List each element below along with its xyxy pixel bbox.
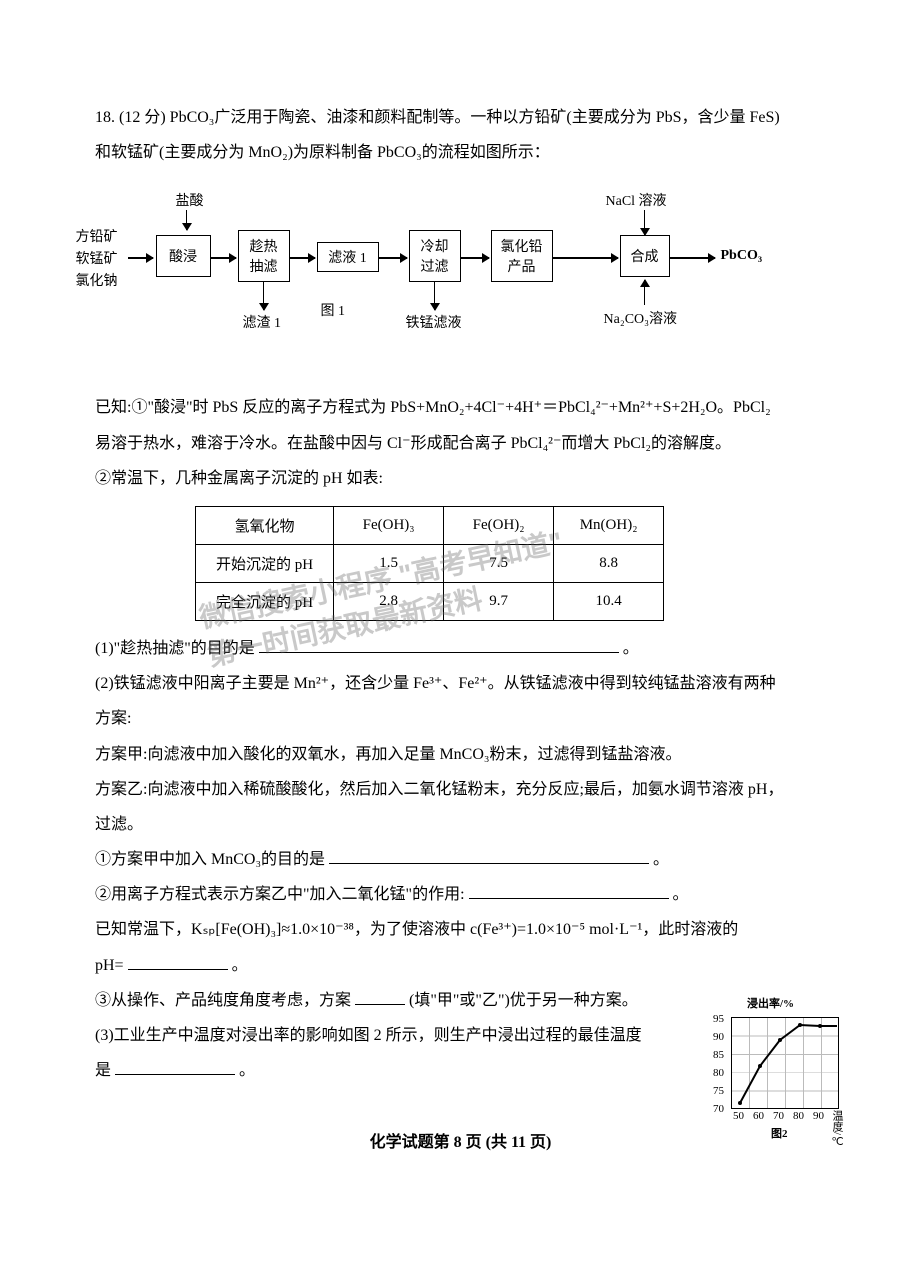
intro-1: PbCO₃广泛用于陶瓷、油漆和颜料配制等。一种以方铅矿(主要成分为 PbS，含少… (170, 109, 780, 126)
ytick: 80 (713, 1067, 724, 1079)
table-cell: 开始沉淀的 pH (196, 544, 334, 582)
known-3: ②常温下，几种金属离子沉淀的 pH 如表: (95, 461, 826, 496)
arrow (263, 282, 265, 310)
xtick: 70 (773, 1110, 784, 1122)
table-header-0: 氢氧化物 (196, 506, 334, 544)
table-header-3: Mn(OH)₂ (554, 506, 664, 544)
arrow (211, 257, 236, 259)
flow-top1: 盐酸 (176, 190, 204, 210)
plan-b2: 过滤。 (95, 807, 826, 842)
blank (329, 848, 649, 864)
flow-box2-labela: 趁热 (250, 236, 278, 256)
blank (355, 989, 405, 1005)
arrow (644, 210, 646, 235)
q2-3a: 已知常温下，Kₛₚ[Fe(OH)₃]≈1.0×10⁻³⁸，为了使溶液中 c(Fe… (95, 912, 826, 947)
q2-4: ③从操作、产品纯度角度考虑，方案 (95, 992, 351, 1009)
ytick: 95 (713, 1013, 724, 1025)
q2-3-end: 。 (232, 957, 248, 974)
ytick: 70 (713, 1103, 724, 1115)
flow-output: PbCO₃ (721, 248, 763, 264)
q2-3b: pH= (95, 957, 124, 974)
ytick: 75 (713, 1085, 724, 1097)
q2-2: ②用离子方程式表示方案乙中"加入二氧化锰"的作用: (95, 886, 465, 903)
flow-bottom1: Na₂CO₃溶液 (604, 308, 678, 328)
blank (115, 1059, 235, 1075)
flow-box4-labelb: 过滤 (421, 256, 449, 276)
table-header-1: Fe(OH)₃ (334, 506, 444, 544)
arrow (644, 280, 646, 305)
flow-box-5: 氯化铅 产品 (491, 230, 553, 282)
blank (128, 954, 228, 970)
flow-input-1: 方铅矿 (76, 226, 118, 246)
known-1: 已知:①"酸浸"时 PbS 反应的离子方程式为 PbS+MnO₂+4Cl⁻+4H… (95, 390, 826, 425)
flowchart: 方铅矿 软锰矿 氯化钠 盐酸 酸浸 趁热 抽滤 滤渣 1 图 1 滤液 1 冷却… (96, 190, 826, 360)
xtick: 60 (753, 1110, 764, 1122)
xtick: 80 (793, 1110, 804, 1122)
flow-box-6: 合成 (620, 235, 670, 277)
ytick: 90 (713, 1031, 724, 1043)
q2-1: ①方案甲中加入 MnCO₃的目的是 (95, 851, 325, 868)
table-cell: 1.5 (334, 544, 444, 582)
flow-box-4: 冷却 过滤 (409, 230, 461, 282)
arrow (290, 257, 315, 259)
xtick: 50 (733, 1110, 744, 1122)
flow-input-3: 氯化钠 (76, 270, 118, 290)
q3b: 是 (95, 1062, 111, 1079)
arrow (461, 257, 489, 259)
flow-box2-labelb: 抽滤 (250, 256, 278, 276)
q2: (2)铁锰滤液中阳离子主要是 Mn²⁺，还含少量 Fe³⁺、Fe²⁺。从铁锰滤液… (95, 666, 826, 701)
flow-box6-label: 合成 (631, 246, 659, 266)
table-cell: 9.7 (444, 582, 554, 620)
ph-table: 氢氧化物 Fe(OH)₃ Fe(OH)₂ Mn(OH)₂ 开始沉淀的 pH 1.… (195, 506, 664, 621)
chart-grid (731, 1017, 839, 1109)
arrow (186, 210, 188, 230)
figure1-label: 图 1 (321, 300, 346, 320)
table-cell: 完全沉淀的 pH (196, 582, 334, 620)
table-cell: 2.8 (334, 582, 444, 620)
flow-top2: NaCl 溶液 (606, 190, 667, 210)
table-cell: 10.4 (554, 582, 664, 620)
table-header-2: Fe(OH)₂ (444, 506, 554, 544)
q2-2-end: 。 (673, 886, 689, 903)
flow-box1-label: 酸浸 (169, 246, 197, 266)
flow-box5-labelb: 产品 (508, 256, 536, 276)
plan-a: 方案甲:向滤液中加入酸化的双氧水，再加入足量 MnCO₃粉末，过滤得到锰盐溶液。 (95, 737, 826, 772)
flow-down2: 铁锰滤液 (406, 312, 462, 332)
flow-box-1: 酸浸 (156, 235, 211, 277)
arrow (670, 257, 715, 259)
q3-end: 。 (239, 1062, 255, 1079)
arrow (128, 257, 153, 259)
q1-end: 。 (623, 640, 639, 657)
arrow (379, 257, 407, 259)
question-marks: (12 分) (119, 109, 166, 126)
q2-4b: (填"甲"或"乙")优于另一种方案。 (409, 992, 638, 1009)
question-number: 18. (95, 109, 115, 126)
q2b: 方案: (95, 701, 826, 736)
arrow (434, 282, 436, 310)
q1: (1)"趁热抽滤"的目的是 (95, 640, 255, 657)
table-cell: 8.8 (554, 544, 664, 582)
flow-box-2: 趁热 抽滤 (238, 230, 290, 282)
flow-box4-labela: 冷却 (421, 236, 449, 256)
chart-xlabel: 温度/℃ (829, 1110, 845, 1148)
intro-2: 和软锰矿(主要成分为 MnO₂)为原料制备 PbCO₃的流程如图所示： (95, 135, 826, 170)
flow-box3-label: 滤液 1 (328, 247, 367, 267)
chart-ylabel: 浸出率/% (747, 995, 794, 1011)
arrow (553, 257, 618, 259)
known-2: 易溶于热水，难溶于冷水。在盐酸中因与 Cl⁻形成配合离子 PbCl₄²⁻而增大 … (95, 426, 826, 461)
xtick: 90 (813, 1110, 824, 1122)
table-cell: 7.5 (444, 544, 554, 582)
plan-b1: 方案乙:向滤液中加入稀硫酸酸化，然后加入二氧化锰粉末，充分反应;最后，加氨水调节… (95, 772, 826, 807)
figure2-chart: 浸出率/% 70 75 80 85 90 95 50 60 70 80 90 温… (711, 997, 846, 1137)
flow-box-3: 滤液 1 (317, 242, 379, 272)
blank (469, 883, 669, 899)
q2-1-end: 。 (653, 851, 669, 868)
blank (259, 637, 619, 653)
figure2-label: 图2 (771, 1125, 788, 1141)
flow-input-2: 软锰矿 (76, 248, 118, 268)
flow-down1: 滤渣 1 (243, 312, 282, 332)
flow-box5-labela: 氯化铅 (501, 236, 543, 256)
ytick: 85 (713, 1049, 724, 1061)
